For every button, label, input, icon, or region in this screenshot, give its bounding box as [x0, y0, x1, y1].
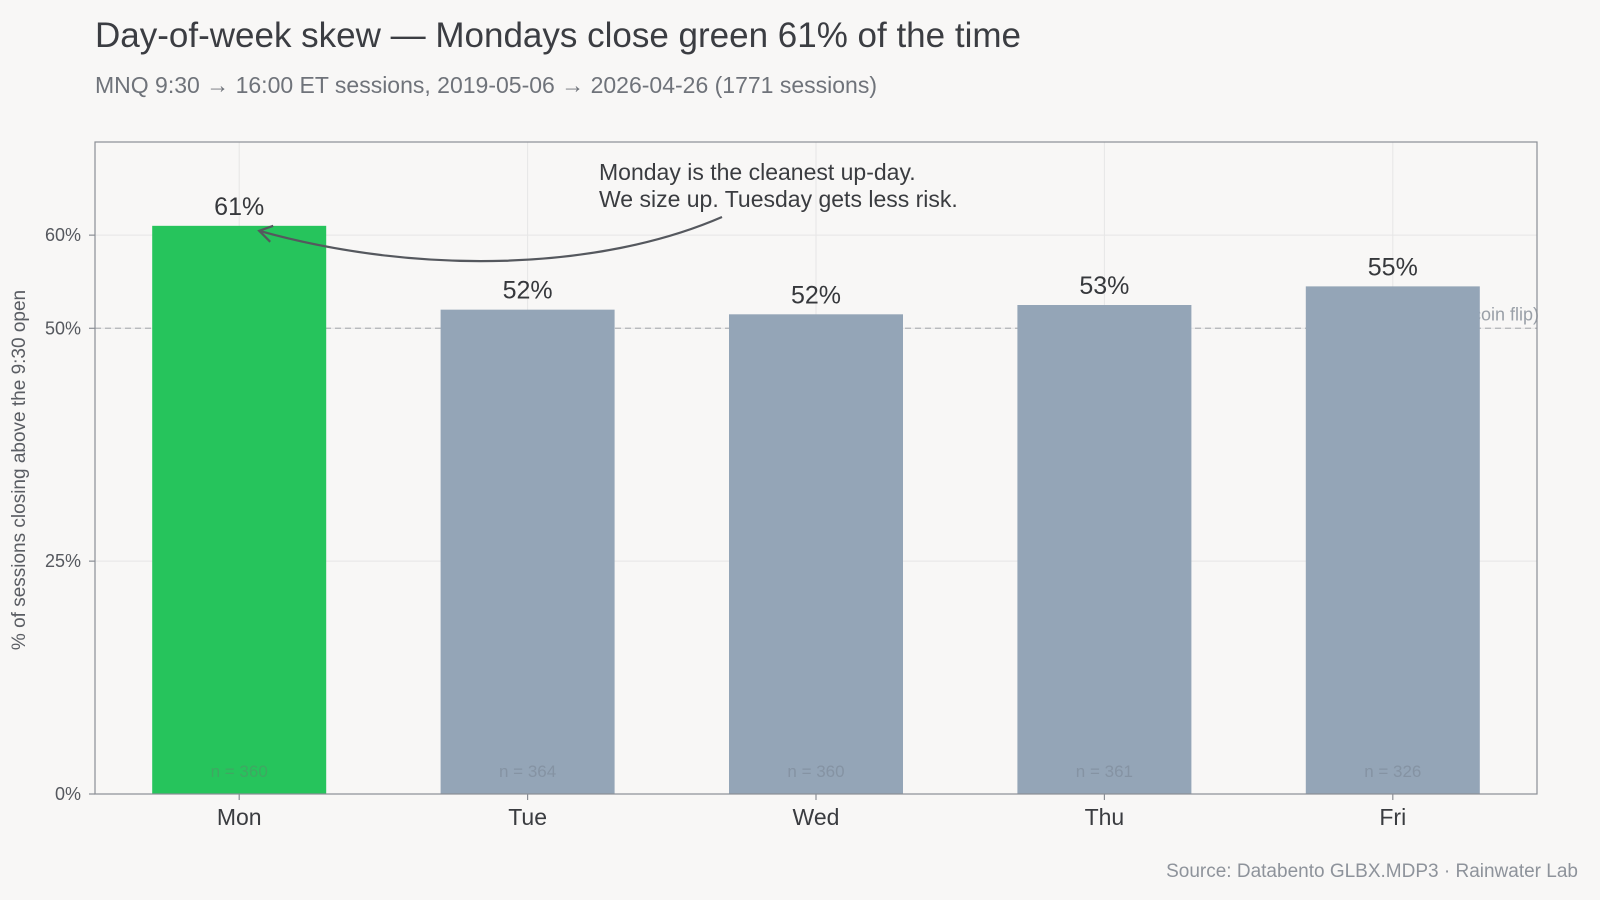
bar-count-label: n = 361 — [1076, 762, 1133, 781]
bar-fri — [1305, 286, 1480, 794]
y-tick-label: 60% — [45, 225, 81, 245]
bars: 61% n = 360 52% n = 364 52% n = 360 53% n = 361… — [152, 193, 1480, 795]
bar-wed — [729, 314, 903, 794]
y-axis-label: % of sessions closing above the 9:30 ope… — [9, 290, 30, 650]
y-tick-label: 50% — [45, 318, 81, 338]
chart-title: Day-of-week skew — Mondays close green 6… — [95, 16, 1021, 55]
y-axis-ticks: 0% 25% 50% 60% — [45, 225, 95, 804]
x-tick-label: Mon — [217, 804, 262, 830]
source-credit: Source: Databento GLBX.MDP3 · Rainwater … — [1166, 861, 1578, 882]
chart-subtitle: MNQ 9:30 → 16:00 ET sessions, 2019-05-06… — [95, 72, 877, 98]
bar-value-label: 55% — [1368, 253, 1418, 281]
annotation-line-2: We size up. Tuesday gets less risk. — [599, 186, 958, 212]
x-axis-ticks: Mon Tue Wed Thu Fri — [217, 794, 1406, 830]
annotation: Monday is the cleanest up-day. We size u… — [257, 159, 958, 263]
x-tick-label: Wed — [793, 804, 840, 830]
bar-thu — [1017, 305, 1192, 794]
annotation-line-1: Monday is the cleanest up-day. — [599, 159, 916, 185]
bar-count-label: n = 326 — [1364, 762, 1421, 781]
bar-tue — [440, 309, 615, 794]
annotation-text: Monday is the cleanest up-day. We size u… — [599, 159, 958, 212]
x-tick-label: Tue — [508, 804, 547, 830]
x-tick-label: Thu — [1085, 804, 1125, 830]
annotation-arrow — [258, 215, 723, 263]
bar-value-label: 61% — [214, 193, 264, 221]
bar-value-label: 52% — [791, 281, 841, 309]
bar-count-label: n = 360 — [211, 762, 268, 781]
annotation-arrowhead — [257, 224, 274, 243]
y-tick-label: 0% — [55, 784, 81, 804]
bar-count-label: n = 360 — [787, 762, 844, 781]
bar-count-label: n = 364 — [499, 762, 556, 781]
bar-value-label: 53% — [1079, 272, 1129, 300]
x-tick-label: Fri — [1379, 804, 1406, 830]
y-tick-label: 25% — [45, 551, 81, 571]
bar-mon — [152, 225, 327, 795]
bar-value-label: 52% — [503, 277, 553, 305]
